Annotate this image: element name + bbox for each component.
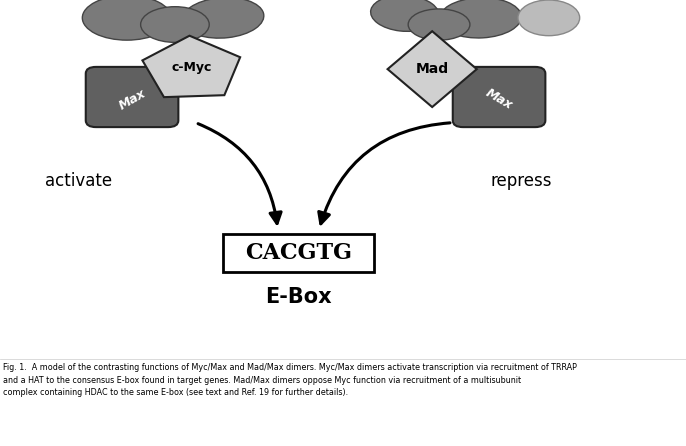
Text: CACGTG: CACGTG — [245, 242, 352, 264]
Text: E-Box: E-Box — [265, 287, 332, 306]
Text: c-Myc: c-Myc — [172, 61, 212, 74]
FancyBboxPatch shape — [223, 234, 374, 272]
Text: Mad: Mad — [416, 62, 449, 76]
Text: repress: repress — [490, 172, 552, 190]
Ellipse shape — [370, 0, 439, 31]
Text: Fig. 1.  A model of the contrasting functions of Myc/Max and Mad/Max dimers. Myc: Fig. 1. A model of the contrasting funct… — [3, 363, 578, 397]
Text: Max: Max — [116, 87, 148, 112]
Ellipse shape — [141, 7, 209, 42]
FancyBboxPatch shape — [86, 67, 178, 127]
Ellipse shape — [518, 0, 580, 36]
Ellipse shape — [408, 9, 470, 40]
Ellipse shape — [82, 0, 172, 40]
Ellipse shape — [439, 0, 521, 38]
Text: Max: Max — [483, 87, 515, 112]
Polygon shape — [388, 31, 477, 107]
Text: activate: activate — [45, 172, 113, 190]
FancyBboxPatch shape — [453, 67, 545, 127]
Ellipse shape — [182, 0, 264, 38]
Polygon shape — [143, 36, 240, 97]
